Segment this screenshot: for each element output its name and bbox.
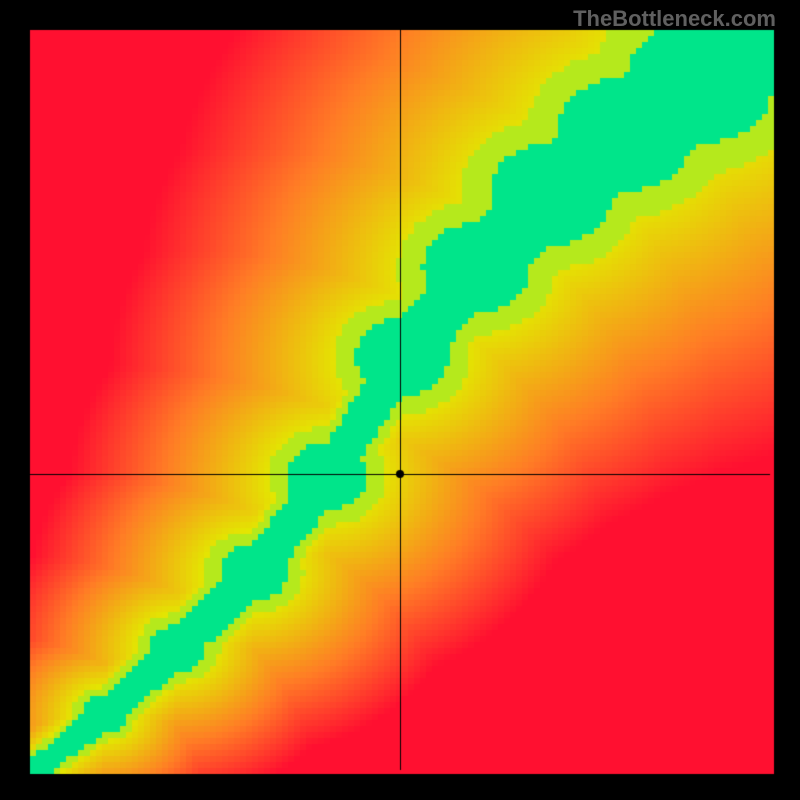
heatmap-canvas [0, 0, 800, 800]
chart-container: TheBottleneck.com [0, 0, 800, 800]
watermark-text: TheBottleneck.com [573, 6, 776, 32]
